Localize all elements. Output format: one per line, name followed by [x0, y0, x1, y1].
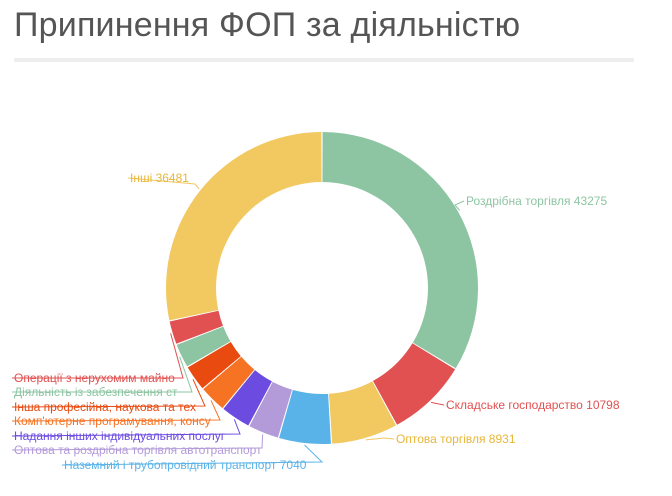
slice-label: Складське господарство 10798	[446, 398, 620, 412]
leader-line	[61, 444, 324, 466]
leader-line	[12, 356, 193, 393]
donut-slice[interactable]	[249, 381, 293, 438]
donut-slice[interactable]	[328, 381, 396, 444]
chart-title: Припинення ФОП за діяльністю	[14, 6, 521, 44]
leader-line	[12, 333, 184, 379]
slice-label: Діяльність із забезпечення ст	[14, 385, 178, 399]
slice-label: Операції з нерухомим майно	[14, 371, 175, 385]
slice-label: Інші 36481	[130, 171, 189, 185]
leader-line	[11, 400, 221, 422]
title-divider	[14, 58, 634, 62]
donut-slice[interactable]	[203, 356, 255, 409]
slice-label: Інша професійна, наукова та тех	[14, 400, 196, 414]
slice-label: Надання інших індивідуальних послуг	[14, 429, 226, 443]
slice-label: Роздрібна торгівля 43275	[466, 194, 607, 208]
slice-label: Оптова торгівля 8931	[396, 432, 516, 446]
donut-slice[interactable]	[223, 370, 272, 426]
leader-line	[127, 177, 200, 190]
donut-slice[interactable]	[165, 132, 322, 321]
slice-label: Комп'ютерне програмування, консу	[14, 414, 211, 428]
leader-line	[430, 401, 445, 406]
leader-line	[454, 200, 465, 211]
donut-slice[interactable]	[373, 343, 456, 425]
slice-label: Наземний і трубопровідний транспорт 7040	[64, 458, 307, 472]
leader-line	[11, 379, 206, 408]
slice-label: Оптова та роздрібна торгівля автотранспо…	[14, 443, 262, 457]
leader-line	[365, 437, 395, 441]
donut-slice[interactable]	[169, 310, 223, 344]
donut-slice[interactable]	[322, 132, 479, 369]
leader-line	[11, 434, 264, 451]
donut-slice[interactable]	[279, 389, 331, 444]
donut-slice[interactable]	[187, 341, 241, 389]
donut-slice[interactable]	[176, 326, 231, 367]
leader-line	[11, 419, 241, 437]
